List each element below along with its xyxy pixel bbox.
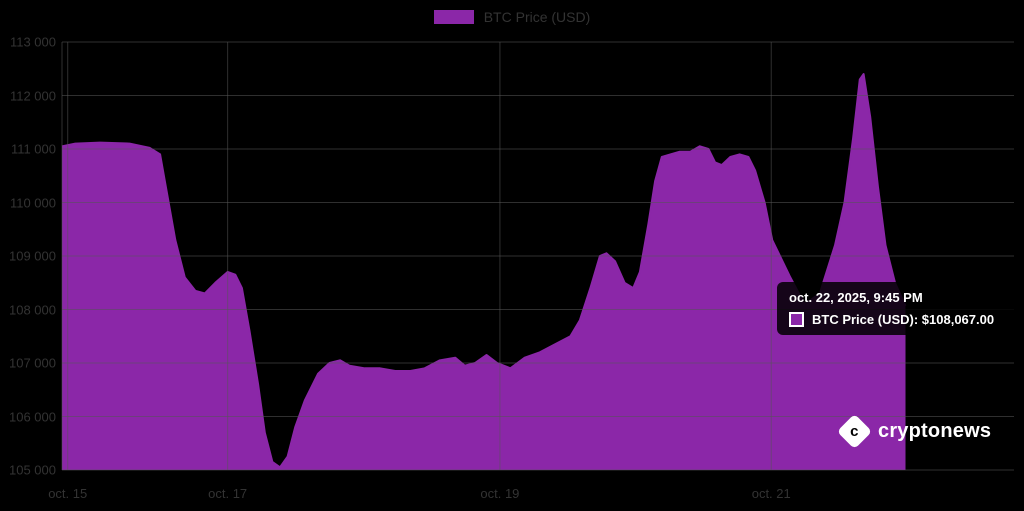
chart-legend: BTC Price (USD)	[0, 9, 1024, 25]
x-tick-label: oct. 21	[751, 486, 791, 501]
tooltip-title: oct. 22, 2025, 9:45 PM	[789, 290, 923, 305]
y-tick-label: 106 000	[9, 409, 56, 424]
y-tick-label: 108 000	[9, 302, 56, 317]
cryptonews-logo-icon: c	[836, 413, 873, 450]
y-tick-label: 110 000	[9, 195, 56, 210]
price-area-fill	[62, 74, 906, 470]
cryptonews-watermark: c cryptonews	[836, 413, 992, 450]
tooltip-series-value: BTC Price (USD): $108,067.00	[812, 312, 995, 327]
tooltip-series-swatch	[789, 312, 804, 327]
chart-tooltip: oct. 22, 2025, 9:45 PM BTC Price (USD): …	[777, 282, 1015, 335]
legend-swatch	[433, 10, 474, 24]
x-tick-label: oct. 19	[480, 486, 520, 501]
y-tick-label: 112 000	[9, 88, 56, 103]
y-tick-label: 109 000	[9, 248, 56, 264]
y-tick-label: 105 000	[9, 462, 56, 478]
y-tick-label: 113 000	[9, 34, 56, 50]
y-tick-label: 107 000	[9, 355, 56, 371]
x-tick-label: oct. 17	[208, 486, 248, 501]
legend-label: BTC Price (USD)	[483, 9, 591, 25]
y-tick-label: 111 000	[10, 141, 56, 157]
tooltip-row: BTC Price (USD): $108,067.00	[789, 312, 1003, 327]
legend-item-btc-price[interactable]: BTC Price (USD)	[433, 9, 591, 25]
x-tick-label: oct. 15	[48, 486, 88, 501]
watermark-text: cryptonews	[878, 420, 992, 442]
